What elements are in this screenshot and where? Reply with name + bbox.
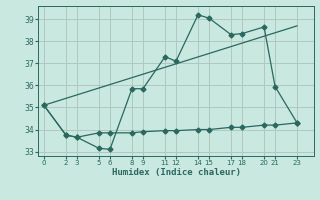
X-axis label: Humidex (Indice chaleur): Humidex (Indice chaleur): [111, 168, 241, 177]
